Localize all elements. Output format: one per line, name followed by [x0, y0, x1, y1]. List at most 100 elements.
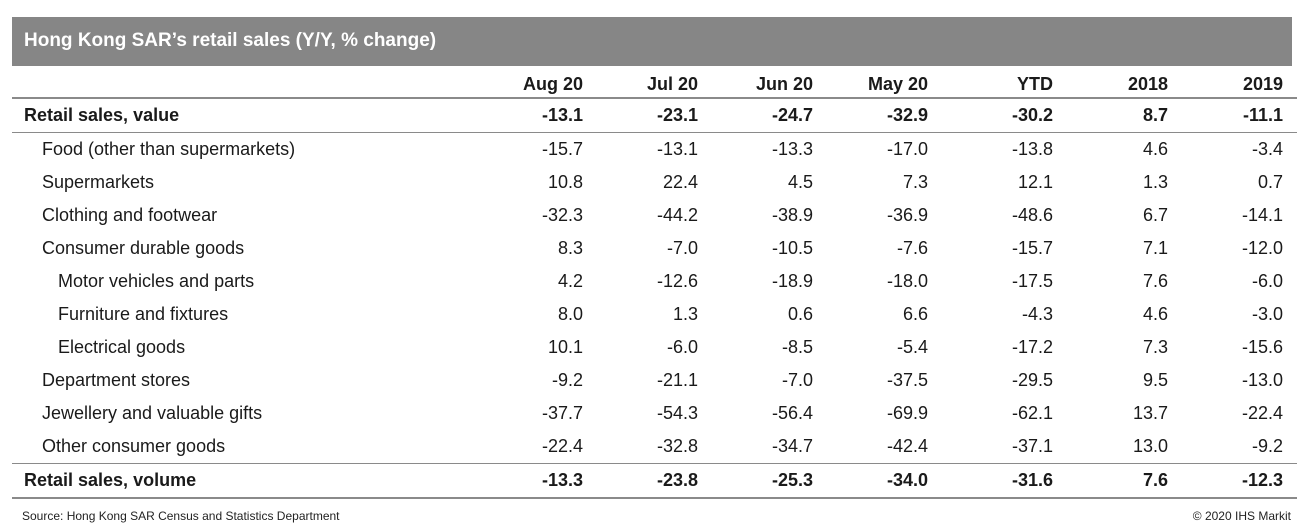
retail-sales-table: Aug 20 Jul 20 Jun 20 May 20 YTD 2018 201…: [12, 68, 1297, 499]
table-cell: -3.4: [1251, 139, 1283, 159]
column-header: YTD: [942, 68, 1067, 99]
table-cell: -13.8: [1011, 139, 1053, 159]
table-cell: -10.5: [771, 238, 813, 258]
table-row: Food (other than supermarkets) -15.7 -13.1…: [12, 133, 1297, 167]
table-cell: -3.0: [1251, 304, 1283, 324]
table-cell: -11.1: [1182, 98, 1297, 133]
row-label: Retail sales, volume: [12, 463, 482, 499]
table-row: Retail sales, value -13.1 -23.1 -24.7 -32.9-…: [12, 98, 1297, 133]
row-label: Motor vehicles and parts: [58, 271, 255, 291]
table-cell: -25.3: [712, 463, 827, 499]
table-cell: -12.3: [1182, 463, 1297, 499]
table-cell: -38.9: [771, 205, 813, 225]
column-header: May 20: [827, 68, 942, 99]
table-cell: -17.0: [886, 139, 928, 159]
table-cell: 4.6: [1142, 304, 1168, 324]
table-cell: 6.6: [902, 304, 928, 324]
table-cell: -37.1: [942, 430, 1067, 464]
table-cell: 0.7: [1257, 172, 1283, 192]
table-title: Hong Kong SAR’s retail sales (Y/Y, % cha…: [24, 30, 437, 51]
table-cell: -5.4: [896, 337, 928, 357]
table-row: Electrical goods 10.1 -6.0 -8.5 -5.4 -17.2 7.3…: [12, 331, 1297, 364]
table-cell: 13.7: [1132, 403, 1168, 423]
table-cell: 1.3: [1142, 172, 1168, 192]
table-row: Consumer durable goods 8.3 -7.0 -10.5 -7.6 -1…: [12, 232, 1297, 265]
column-header: Jul 20: [597, 68, 712, 99]
table-cell: 4.2: [557, 271, 583, 291]
table-cell: -42.4: [827, 430, 942, 464]
table-cell: -8.5: [781, 337, 813, 357]
table-cell: -12.0: [1241, 238, 1283, 258]
column-header: Aug 20: [482, 68, 597, 99]
table-cell: -56.4: [771, 403, 813, 423]
table-cell: -34.0: [827, 463, 942, 499]
table-row: Clothing and footwear -32.3 -44.2 -38.9 -36.…: [12, 199, 1297, 232]
header-row: Aug 20 Jul 20 Jun 20 May 20 YTD 2018 201…: [12, 68, 1297, 99]
table-row: Supermarkets 10.8 22.4 4.5 7.3 12.1 1.3 0.7: [12, 166, 1297, 199]
table-cell: -4.3: [1021, 304, 1053, 324]
table-cell: -37.7: [541, 403, 583, 423]
table-cell: 4.6: [1142, 139, 1168, 159]
header-blank: [12, 68, 482, 99]
table-row: Furniture and fixtures 8.0 1.3 0.6 6.6 -4.3 4.…: [12, 298, 1297, 331]
row-label: Electrical goods: [58, 337, 186, 357]
table-cell: -23.1: [597, 98, 712, 133]
table-cell: 8.0: [557, 304, 583, 324]
table-cell: -34.7: [712, 430, 827, 464]
table-cell: -7.0: [666, 238, 698, 258]
table-cell: -13.3: [771, 139, 813, 159]
table-cell: -7.0: [781, 370, 813, 390]
table-cell: -13.0: [1241, 370, 1283, 390]
table-cell: -9.2: [1182, 430, 1297, 464]
table-cell: 4.5: [787, 172, 813, 192]
table-cell: -13.3: [482, 463, 597, 499]
table-cell: -6.0: [666, 337, 698, 357]
table-cell: 7.3: [902, 172, 928, 192]
table-cell: 7.6: [1142, 271, 1168, 291]
row-label: Supermarkets: [42, 172, 155, 192]
table-title-bar: Hong Kong SAR’s retail sales (Y/Y, % cha…: [12, 17, 1292, 66]
table-cell: 7.3: [1142, 337, 1168, 357]
column-header: 2018: [1067, 68, 1182, 99]
table-cell: -22.4: [1241, 403, 1283, 423]
table-cell: -13.1: [482, 98, 597, 133]
table-row: Jewellery and valuable gifts -37.7 -54.3 -5…: [12, 397, 1297, 430]
table-cell: -69.9: [886, 403, 928, 423]
table-cell: 6.7: [1142, 205, 1168, 225]
table-row: Motor vehicles and parts 4.2 -12.6 -18.9 -18…: [12, 265, 1297, 298]
row-label: Other consumer goods: [12, 430, 482, 464]
table-cell: -44.2: [656, 205, 698, 225]
table-cell: -23.8: [597, 463, 712, 499]
table-cell: -15.7: [1011, 238, 1053, 258]
table-cell: 7.1: [1142, 238, 1168, 258]
row-label: Consumer durable goods: [42, 238, 245, 258]
table-cell: -18.9: [771, 271, 813, 291]
column-header: 2019: [1182, 68, 1297, 99]
table-cell: -54.3: [656, 403, 698, 423]
table-cell: -6.0: [1251, 271, 1283, 291]
table-cell: -36.9: [886, 205, 928, 225]
table-cell: -18.0: [886, 271, 928, 291]
row-label: Jewellery and valuable gifts: [42, 403, 263, 423]
table-cell: 0.6: [787, 304, 813, 324]
column-header: Jun 20: [712, 68, 827, 99]
table-cell: 22.4: [662, 172, 698, 192]
table-cell: 7.6: [1067, 463, 1182, 499]
table-cell: 12.1: [1017, 172, 1053, 192]
table-cell: 10.8: [547, 172, 583, 192]
table-row: Other consumer goods -22.4 -32.8 -34.7 -42.4…: [12, 430, 1297, 464]
table-cell: -24.7: [712, 98, 827, 133]
row-label: Food (other than supermarkets): [42, 139, 296, 159]
table-cell: -13.1: [656, 139, 698, 159]
table-cell: 9.5: [1142, 370, 1168, 390]
table-cell: -22.4: [482, 430, 597, 464]
table-cell: -29.5: [1011, 370, 1053, 390]
table-cell: -9.2: [551, 370, 583, 390]
table-cell: -17.2: [1011, 337, 1053, 357]
row-label: Department stores: [42, 370, 191, 390]
table-cell: -15.6: [1241, 337, 1283, 357]
table-cell: -15.7: [541, 139, 583, 159]
table-cell: -31.6: [942, 463, 1067, 499]
table-cell: -37.5: [886, 370, 928, 390]
copyright-note: © 2020 IHS Markit: [1192, 509, 1291, 523]
